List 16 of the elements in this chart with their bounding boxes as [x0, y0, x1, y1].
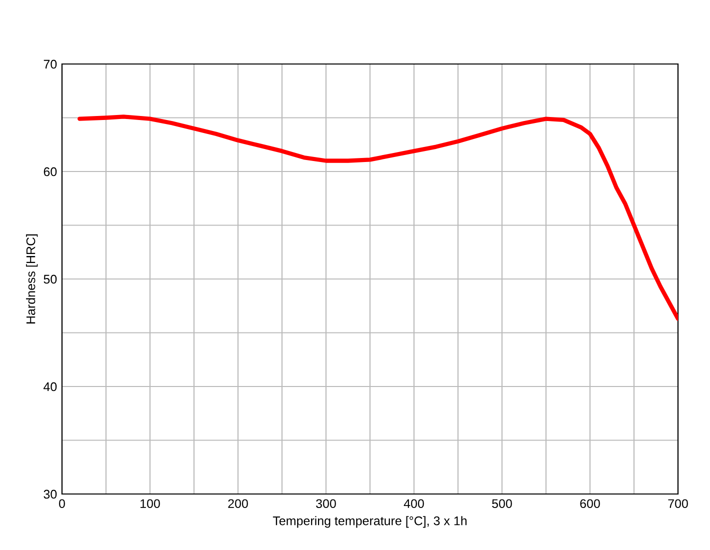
x-tick-label: 300 [316, 499, 336, 508]
x-tick-label: 0 [59, 499, 65, 508]
x-tick-label: 100 [140, 499, 160, 508]
x-tick-label: 400 [404, 499, 424, 508]
y-tick-label: 30 [44, 490, 57, 499]
x-tick-label: 600 [580, 499, 600, 508]
y-tick-label: 50 [44, 274, 57, 284]
y-tick-label: 60 [44, 167, 57, 176]
y-tick-label: 40 [44, 382, 57, 392]
y-tick-label: 70 [44, 60, 57, 69]
x-tick-label: 700 [668, 499, 688, 508]
x-axis-title: Tempering temperature [°C], 3 x 1h [272, 516, 467, 528]
line-series [78, 114, 678, 321]
y-axis-title: Hardness [HRC] [26, 234, 38, 324]
x-tick-label: 200 [228, 499, 248, 508]
x-tick-label: 500 [492, 499, 512, 508]
